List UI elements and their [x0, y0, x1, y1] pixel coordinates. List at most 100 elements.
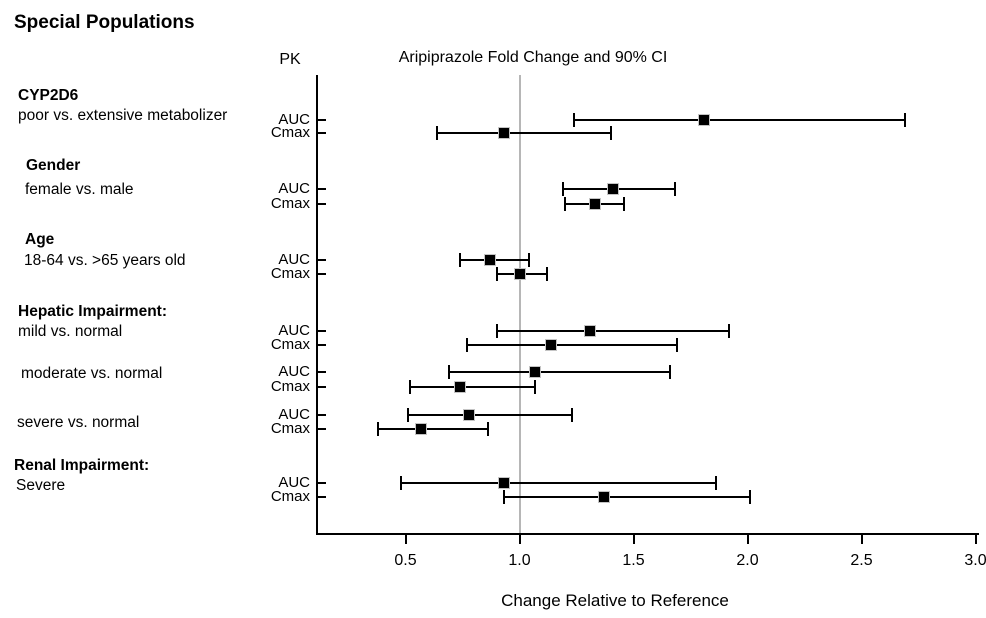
axis-row-tick: [317, 428, 326, 430]
pk-row-label: AUC: [278, 180, 310, 197]
group-subheading: 18-64 vs. >65 years old: [24, 252, 186, 269]
group-subheading: poor vs. extensive metabolizer: [18, 107, 228, 124]
group-heading: Hepatic Impairment:: [18, 303, 168, 320]
x-axis-title: Change Relative to Reference: [501, 591, 729, 610]
pk-row-label: AUC: [278, 322, 310, 339]
axis-row-tick: [317, 496, 326, 498]
point-estimate-marker: [597, 491, 610, 503]
x-tick: [404, 534, 407, 544]
y-axis-line: [316, 75, 318, 534]
ci-cap-right: [714, 476, 717, 490]
ci-column-header: Aripiprazole Fold Change and 90% CI: [398, 49, 668, 66]
group-heading: Gender: [26, 157, 81, 174]
pk-row-label: AUC: [278, 363, 310, 380]
ci-cap-right: [527, 253, 530, 267]
x-tick: [632, 534, 635, 544]
pk-row-label: AUC: [278, 110, 310, 128]
ci-cap-left: [495, 324, 498, 338]
x-tick: [974, 534, 977, 544]
axis-row-tick: [317, 330, 326, 332]
group-subheading: female vs. male: [25, 181, 134, 198]
axis-row-tick: [317, 132, 326, 134]
ci-cap-left: [561, 182, 564, 196]
pk-row-label: Cmax: [270, 420, 310, 437]
ci-bar: [400, 482, 716, 484]
figure-title: Special Populations: [14, 12, 195, 33]
ci-bar: [407, 414, 572, 416]
pk-row-label: AUC: [278, 406, 310, 423]
point-estimate-marker: [545, 339, 558, 351]
axis-row-tick: [317, 414, 326, 416]
ci-bar: [410, 385, 536, 388]
x-tick: [518, 534, 521, 544]
pk-row-label: Cmax: [270, 488, 310, 505]
ci-bar: [496, 330, 730, 332]
ci-cap-left: [459, 253, 462, 267]
point-estimate-marker: [698, 113, 711, 126]
ci-bar: [378, 428, 488, 430]
axis-row-tick: [317, 188, 326, 190]
reference-line: [518, 75, 521, 533]
pk-row-label: Cmax: [270, 124, 310, 141]
axis-row-tick: [317, 482, 326, 484]
axis-row-tick: [317, 118, 326, 121]
x-tick-label: 2.5: [850, 552, 873, 569]
ci-cap-right: [486, 422, 489, 436]
point-estimate-marker: [497, 477, 510, 489]
x-tick-label: 3.0: [964, 552, 986, 569]
point-estimate-marker: [454, 380, 467, 393]
x-axis-line: [316, 533, 979, 535]
point-estimate-marker: [483, 254, 496, 266]
group-subheading: severe vs. normal: [17, 414, 140, 431]
group-subheading: Severe: [16, 477, 66, 494]
pk-row-label: AUC: [278, 474, 310, 491]
pk-row-label: Cmax: [270, 336, 310, 353]
ci-cap-left: [564, 197, 567, 211]
point-estimate-marker: [588, 198, 601, 210]
ci-cap-left: [447, 365, 450, 379]
ci-cap-right: [903, 112, 906, 127]
x-tick-label: 1.5: [622, 552, 645, 569]
ci-cap-left: [399, 476, 402, 490]
ci-bar: [503, 496, 750, 498]
axis-row-tick: [317, 385, 326, 388]
ci-bar: [574, 118, 905, 121]
point-estimate-marker: [415, 423, 428, 435]
pk-row-label: AUC: [278, 251, 310, 268]
group-heading: Age: [25, 231, 55, 248]
ci-cap-right: [623, 197, 626, 211]
pk-row-label: Cmax: [270, 265, 310, 282]
group-subheading: moderate vs. normal: [21, 365, 163, 382]
axis-row-tick: [317, 203, 326, 205]
ci-cap-right: [570, 408, 573, 422]
pk-row-label: Cmax: [270, 377, 310, 395]
ci-cap-right: [748, 490, 751, 504]
x-tick-label: 0.5: [394, 552, 417, 569]
pk-column-header: PK: [279, 51, 301, 68]
group-subheading: mild vs. normal: [18, 323, 123, 340]
ci-cap-right: [673, 182, 676, 196]
ci-bar: [467, 344, 677, 346]
point-estimate-marker: [513, 268, 526, 280]
ci-cap-left: [377, 422, 380, 436]
ci-bar: [448, 371, 670, 373]
point-estimate-marker: [529, 366, 542, 378]
axis-row-tick: [317, 371, 326, 373]
ci-cap-left: [436, 126, 439, 140]
axis-row-tick: [317, 344, 326, 346]
ci-cap-right: [728, 324, 731, 338]
point-estimate-marker: [463, 409, 476, 421]
x-tick-label: 2.0: [736, 552, 759, 569]
ci-cap-right: [545, 267, 548, 281]
point-estimate-marker: [606, 183, 619, 195]
point-estimate-marker: [584, 325, 597, 337]
axis-row-tick: [317, 273, 326, 275]
ci-cap-left: [502, 490, 505, 504]
ci-cap-right: [668, 365, 671, 379]
ci-cap-left: [495, 267, 498, 281]
ci-cap-left: [466, 338, 469, 352]
ci-cap-left: [573, 112, 576, 127]
x-tick: [860, 534, 863, 544]
